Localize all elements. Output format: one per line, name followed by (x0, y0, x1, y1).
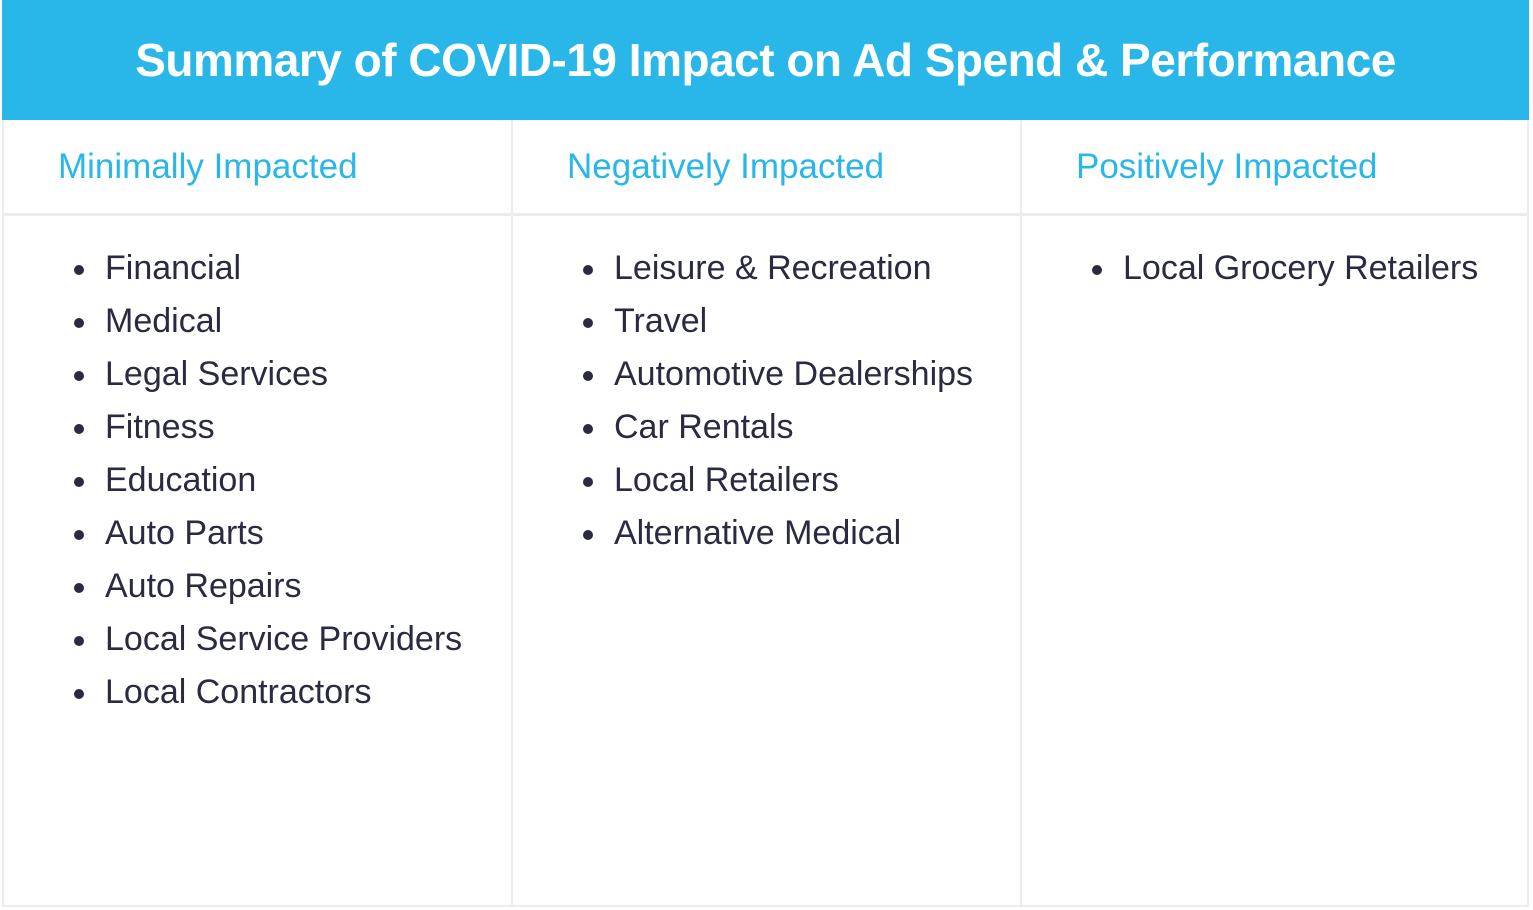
list-item: Fitness (74, 401, 511, 454)
list-item: Education (74, 454, 511, 507)
list-item: Local Service Providers (74, 613, 511, 666)
column-header-positive: Positively Impacted (1022, 120, 1527, 216)
impact-table: Minimally Impacted Negatively Impacted P… (2, 120, 1529, 907)
list-item: Local Retailers (583, 454, 1020, 507)
column-body-negative: Leisure & Recreation Travel Automotive Dea… (513, 216, 1022, 905)
list-item: Auto Parts (74, 507, 511, 560)
list-item: Automotive Dealerships (583, 348, 1020, 401)
bullet-list: Local Grocery Retailers (1022, 216, 1527, 295)
list-item: Local Contractors (74, 666, 511, 719)
list-item: Auto Repairs (74, 560, 511, 613)
list-item: Local Grocery Retailers (1092, 242, 1527, 295)
column-heading: Minimally Impacted (58, 146, 358, 186)
column-heading: Positively Impacted (1076, 146, 1378, 186)
list-item: Medical (74, 295, 511, 348)
page-title: Summary of COVID-19 Impact on Ad Spend &… (135, 34, 1396, 86)
list-item: Alternative Medical (583, 507, 1020, 560)
column-header-minimal: Minimally Impacted (4, 120, 513, 216)
column-header-negative: Negatively Impacted (513, 120, 1022, 216)
column-heading: Negatively Impacted (567, 146, 885, 186)
list-item: Financial (74, 242, 511, 295)
column-body-minimal: Financial Medical Legal Services Fitness Edu… (4, 216, 513, 905)
list-item: Travel (583, 295, 1020, 348)
bullet-list: Financial Medical Legal Services Fitness Edu… (4, 216, 511, 719)
list-item: Legal Services (74, 348, 511, 401)
list-item: Leisure & Recreation (583, 242, 1020, 295)
title-banner: Summary of COVID-19 Impact on Ad Spend &… (2, 0, 1529, 120)
bullet-list: Leisure & Recreation Travel Automotive Dea… (513, 216, 1020, 560)
column-body-positive: Local Grocery Retailers (1022, 216, 1527, 905)
list-item: Car Rentals (583, 401, 1020, 454)
